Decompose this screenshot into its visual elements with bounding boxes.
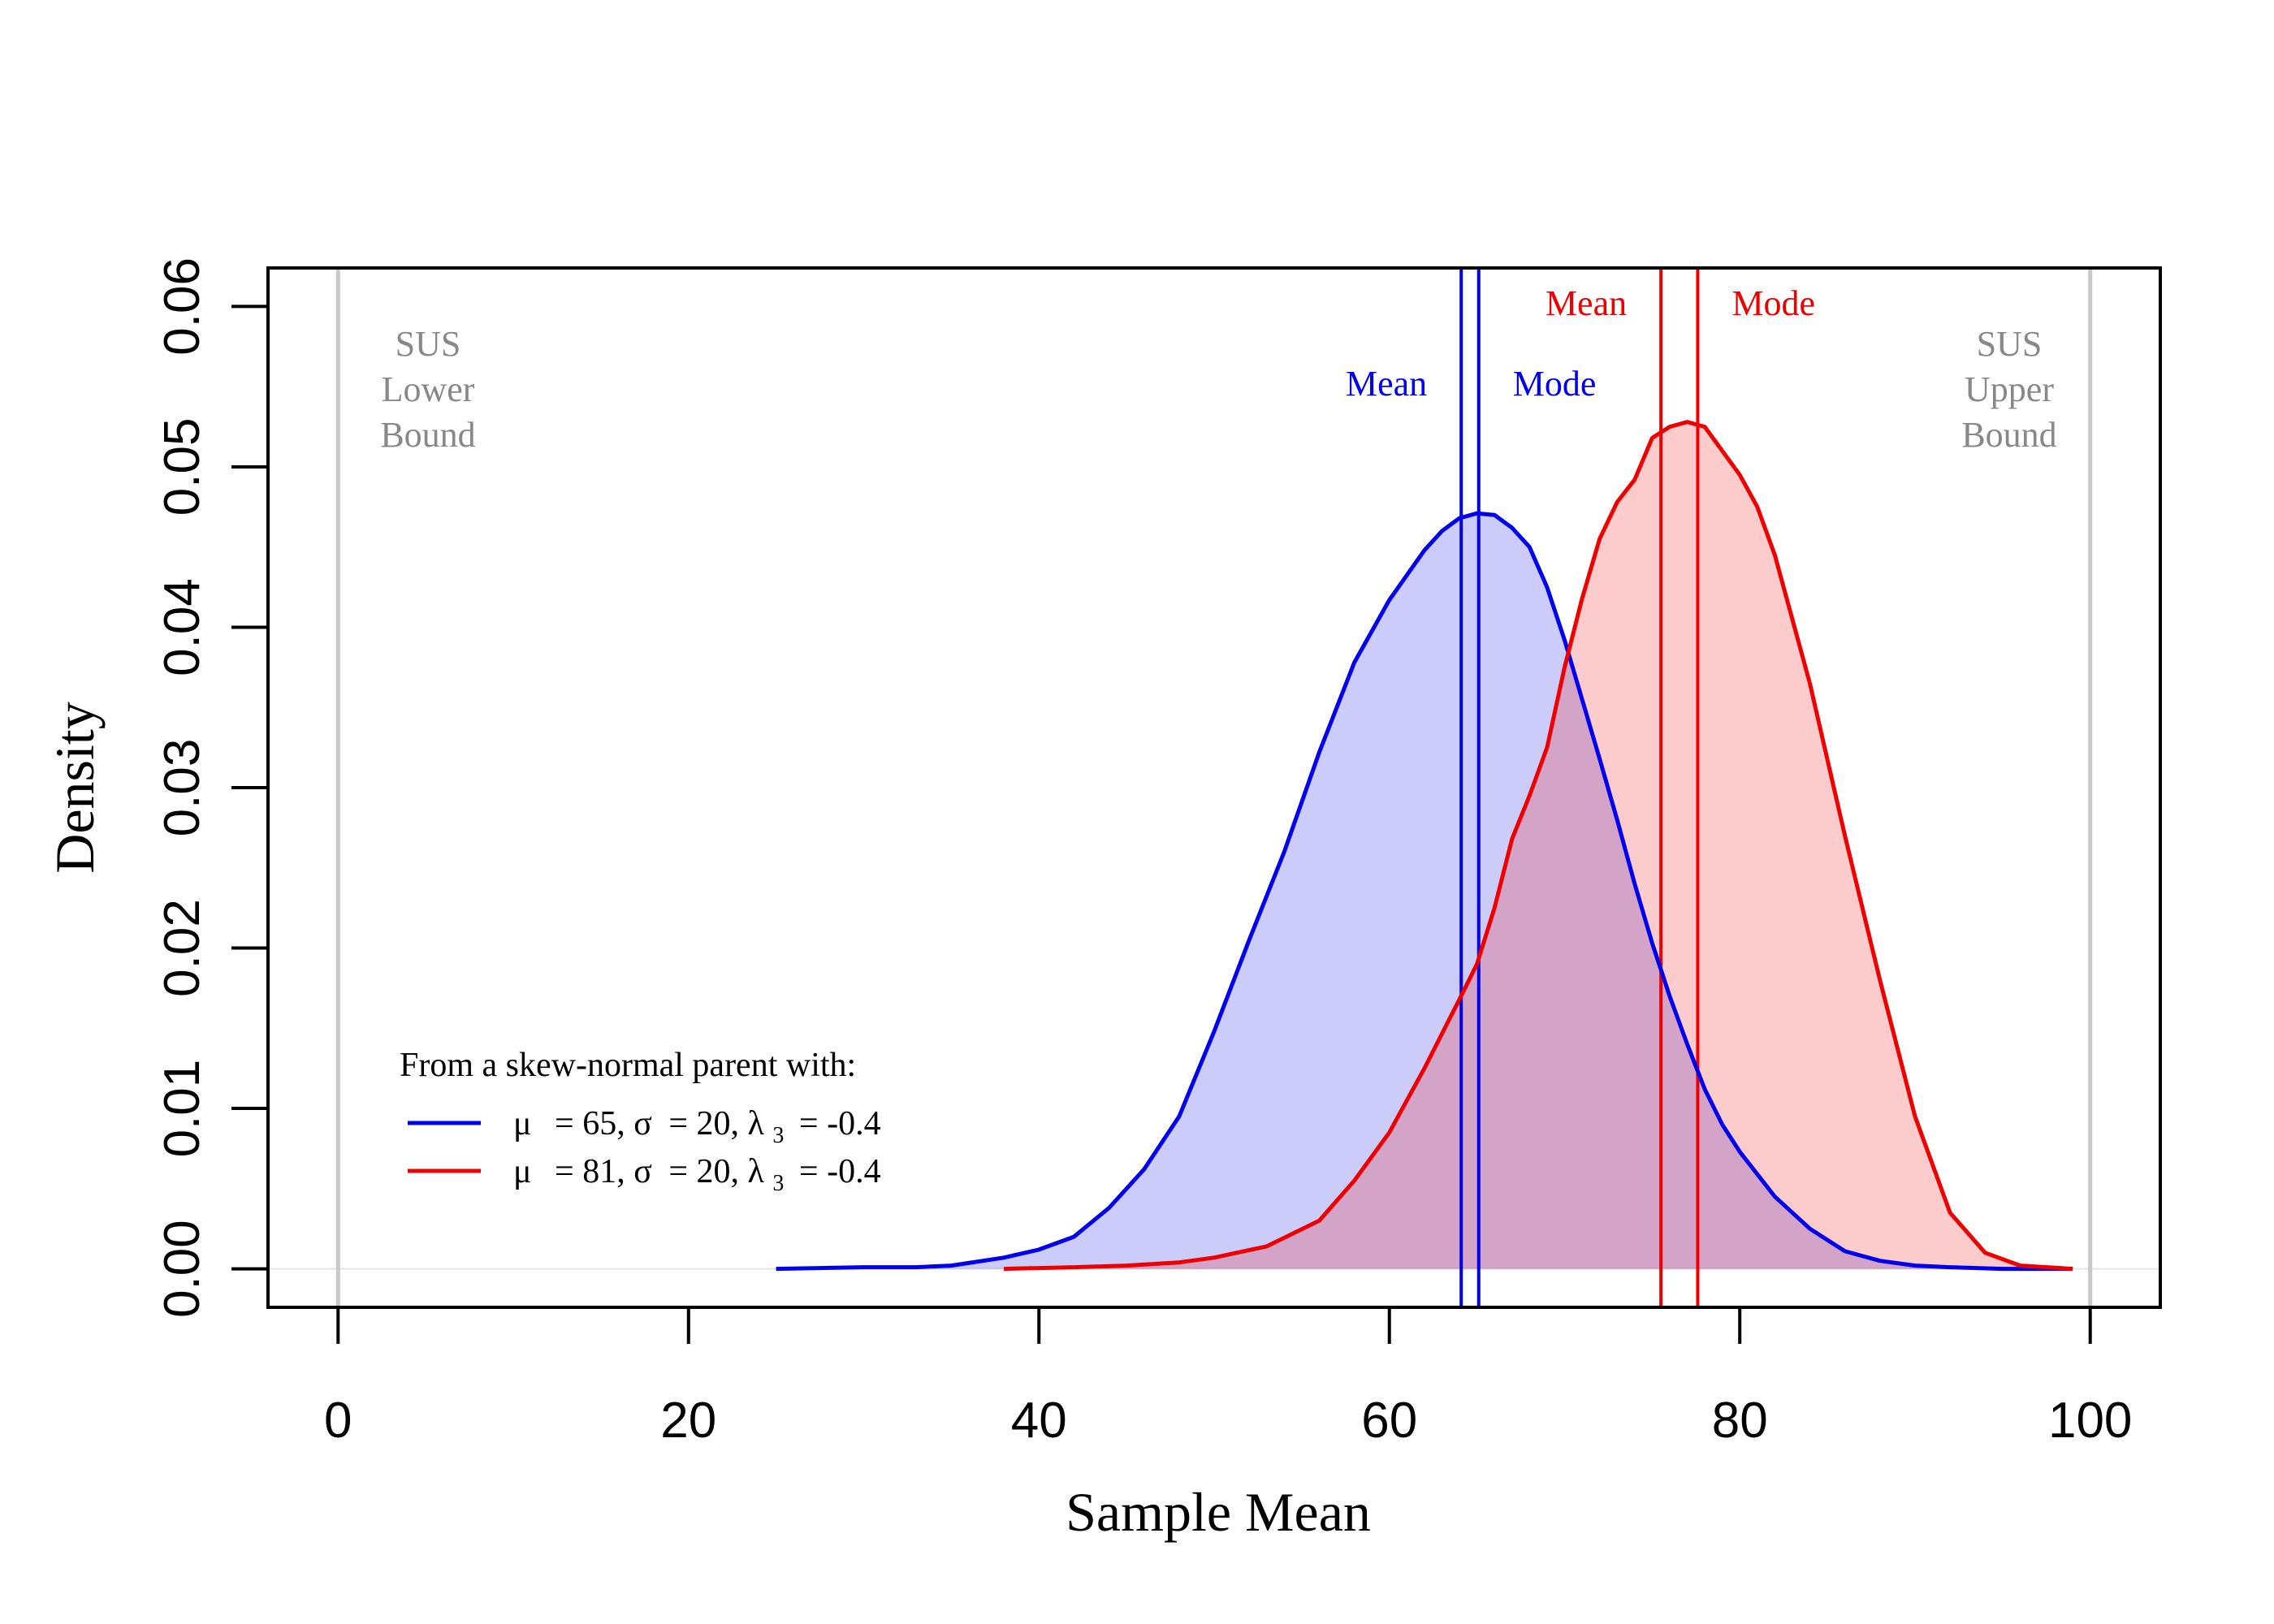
mean-mode-lines xyxy=(1459,268,1700,1307)
y-tick-label: 0.04 xyxy=(154,578,210,676)
upper-bound-label: SUS xyxy=(1977,324,2043,364)
y-axis-label: Density xyxy=(44,702,106,874)
y-tick-label: 0.06 xyxy=(154,257,210,356)
y-tick-label: 0.02 xyxy=(154,899,210,997)
y-tick-label: 0.00 xyxy=(154,1220,210,1318)
x-tick-label: 40 xyxy=(1011,1393,1067,1449)
upper-bound-label: Upper xyxy=(1965,369,2054,409)
density-fill-red xyxy=(1004,421,2073,1269)
red-mean-label: Mean xyxy=(1546,283,1627,323)
lower-bound-label: SUS xyxy=(396,324,461,364)
lower-bound-label: Lower xyxy=(382,369,475,409)
legend-entry-red: μ = 81, σ = 20, λ 3 = -0.4 xyxy=(513,1153,881,1199)
density-curve-red xyxy=(1004,420,2073,1272)
y-axis: 0.00 0.01 0.02 0.03 0.04 0.05 0.06 xyxy=(154,257,270,1318)
density-curves xyxy=(776,420,2073,1272)
x-axis: 0 20 40 60 80 100 xyxy=(324,1306,2132,1449)
blue-mean-label: Mean xyxy=(1346,364,1427,404)
density-fills xyxy=(776,421,2073,1269)
y-tick-label: 0.01 xyxy=(154,1060,210,1158)
blue-mode-label: Mode xyxy=(1513,364,1597,404)
y-tick-label: 0.05 xyxy=(154,418,210,516)
lower-bound-label: Bound xyxy=(380,415,475,455)
y-tick-label: 0.03 xyxy=(154,739,210,837)
x-tick-label: 60 xyxy=(1361,1393,1417,1449)
x-tick-label: 100 xyxy=(2048,1393,2132,1449)
x-axis-label: Sample Mean xyxy=(1066,1481,1371,1543)
legend-title: From a skew-normal parent with: xyxy=(400,1047,856,1084)
x-tick-label: 80 xyxy=(1712,1393,1768,1449)
density-curve-blue xyxy=(776,511,2073,1272)
x-tick-label: 20 xyxy=(660,1393,716,1449)
annotation-labels: SUS Lower Bound SUS Upper Bound Mean Mode Mean Mo… xyxy=(380,283,2056,455)
upper-bound-label: Bound xyxy=(1961,415,2056,455)
legend: From a skew-normal parent with: μ = 65, … xyxy=(400,1047,881,1199)
x-tick-label: 0 xyxy=(324,1393,352,1449)
bound-lines xyxy=(268,268,2160,1307)
density-fill-blue xyxy=(776,513,2073,1269)
red-mode-label: Mode xyxy=(1731,283,1815,323)
legend-entry-blue: μ = 65, σ = 20, λ 3 = -0.4 xyxy=(513,1105,881,1151)
